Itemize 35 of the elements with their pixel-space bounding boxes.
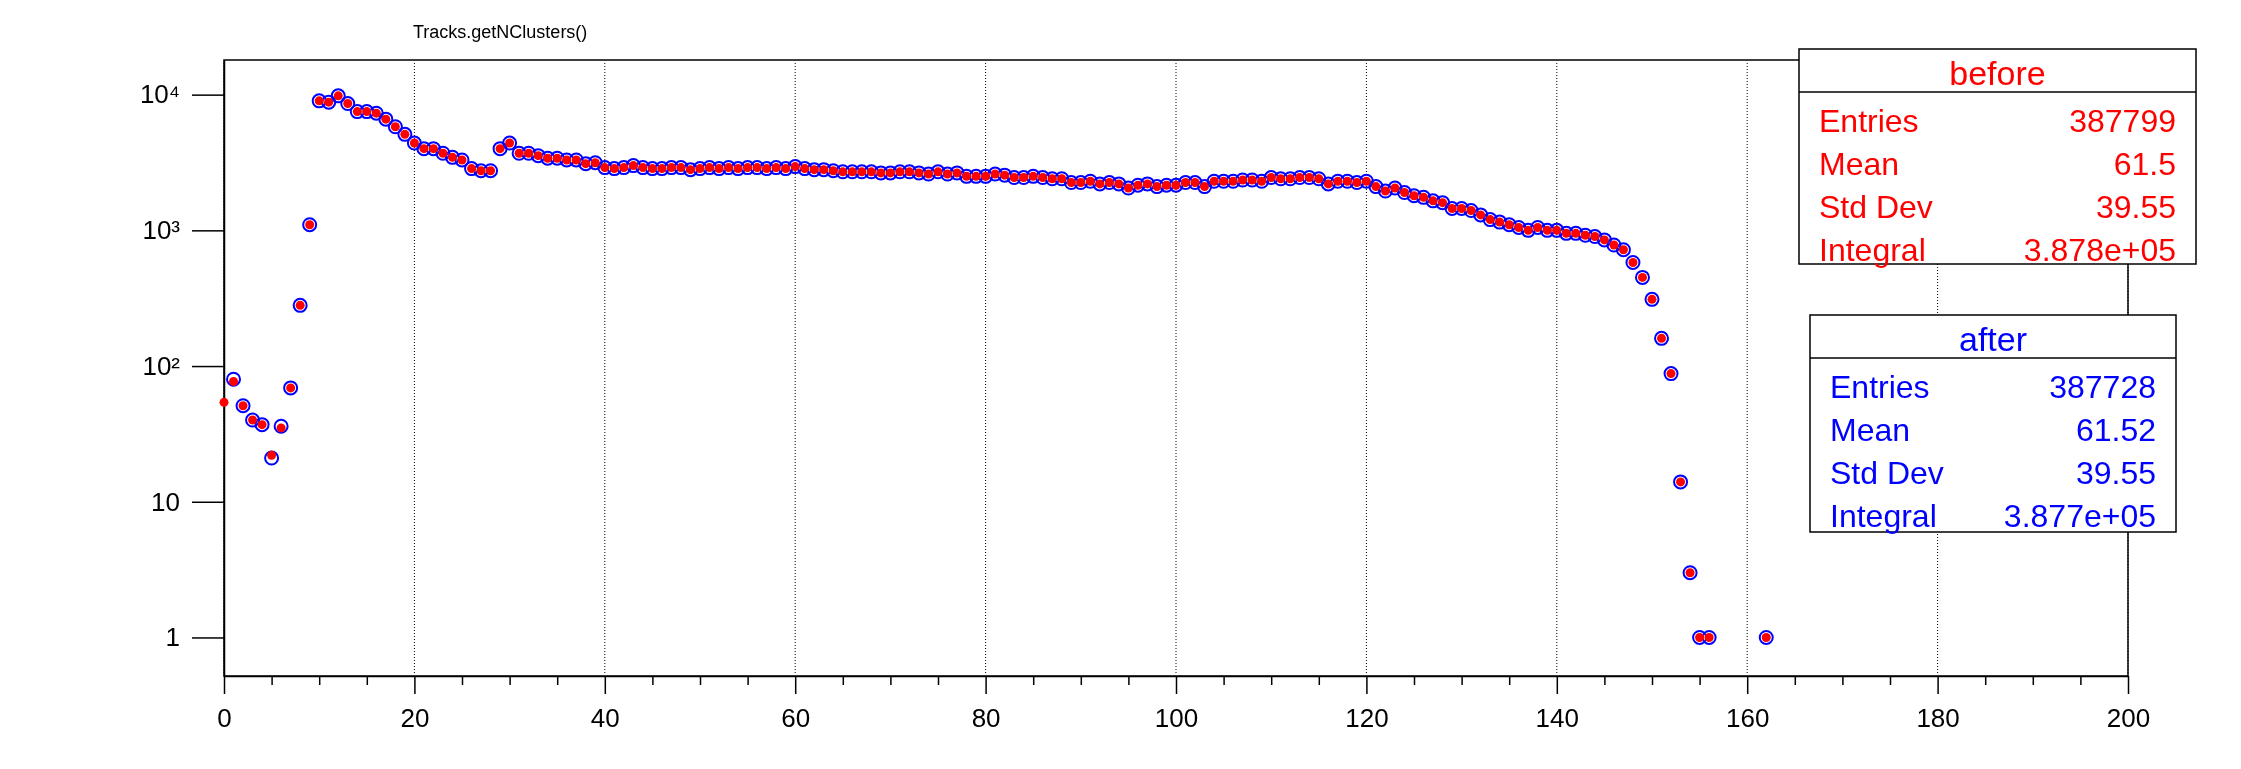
annotation: 387799 [2069, 103, 2176, 139]
annotation: Integral [1819, 232, 1926, 268]
x-tick-label: 120 [1345, 703, 1389, 734]
x-tick-label: 60 [781, 703, 811, 734]
annotation: Entries [1819, 103, 1919, 139]
annotation: Entries [1830, 369, 1930, 405]
annotation: 387728 [2049, 369, 2156, 405]
annotation: Mean [1819, 146, 1900, 182]
x-tick-label: 100 [1154, 703, 1199, 734]
x-tick-label: 20 [400, 703, 430, 734]
y-tick-label: 10⁴ [139, 79, 180, 110]
annotation: 3.877e+05 [2003, 498, 2156, 534]
x-tick-label: 40 [590, 703, 620, 734]
annotation: 61.5 [2113, 146, 2176, 182]
text: after [1958, 320, 2028, 358]
x-tick-label: 160 [1726, 703, 1770, 734]
annotation: 39.55 [2075, 455, 2156, 491]
annotation: 3.878e+05 [2023, 232, 2176, 268]
y-tick-label: 1 [165, 622, 180, 653]
chart-title: Tracks.getNClusters() [413, 22, 588, 42]
y-tick-label: 10 [151, 486, 180, 517]
annotation: Std Dev [1819, 189, 1933, 225]
text: before [1949, 54, 2046, 92]
x-tick-label: 80 [971, 703, 1001, 734]
y-tick-label: 10² [142, 350, 181, 381]
annotation: Std Dev [1830, 455, 1944, 491]
x-tick-label: 0 [217, 703, 232, 734]
x-tick-label: 140 [1535, 703, 1579, 734]
x-tick-label: 200 [2106, 703, 2151, 734]
annotation: 39.55 [2095, 189, 2176, 225]
annotation: Mean [1830, 412, 1911, 448]
y-tick-label: 10³ [142, 215, 181, 246]
annotation: 61.52 [2075, 412, 2156, 448]
x-tick-label: 180 [1916, 703, 1960, 734]
annotation: Integral [1830, 498, 1937, 534]
